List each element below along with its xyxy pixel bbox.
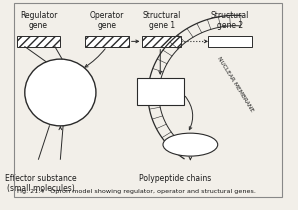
Text: Regulator
gene: Regulator gene — [20, 10, 57, 30]
Bar — [137, 78, 184, 105]
Text: Effector substance
(small molecules): Effector substance (small molecules) — [5, 174, 77, 193]
Text: Operator
gene: Operator gene — [90, 10, 124, 30]
Text: Structural
gene 2: Structural gene 2 — [211, 10, 249, 30]
Ellipse shape — [25, 59, 96, 126]
Bar — [142, 36, 181, 47]
Text: Repressor
(Proteins): Repressor (Proteins) — [41, 83, 80, 102]
Text: Polypeptide chains: Polypeptide chains — [139, 174, 211, 183]
Text: Ribosomes: Ribosomes — [170, 140, 211, 149]
Text: Fig. 21.4   Opron model showing regulator, operator and structural genes.: Fig. 21.4 Opron model showing regulator,… — [17, 189, 255, 194]
Text: Structural
gene 1: Structural gene 1 — [142, 10, 181, 30]
Ellipse shape — [163, 133, 218, 156]
Bar — [85, 36, 129, 47]
Text: NUCLEAR MEMBRANE: NUCLEAR MEMBRANE — [216, 56, 254, 113]
Bar — [208, 36, 252, 47]
Bar — [17, 36, 60, 47]
Text: Messenger
RNAs: Messenger RNAs — [136, 82, 184, 101]
